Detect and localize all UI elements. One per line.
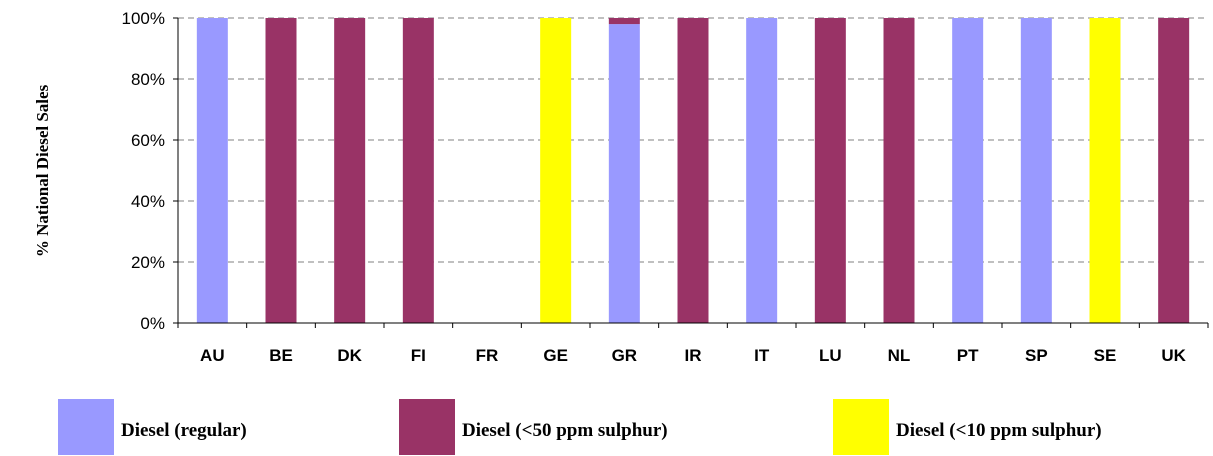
- bar-segment: [677, 18, 709, 323]
- x-category-label: FI: [411, 346, 426, 365]
- x-category-label: SP: [1025, 346, 1048, 365]
- bar-segment: [402, 18, 434, 323]
- x-category-label: FR: [476, 346, 499, 365]
- bar-segment: [1158, 18, 1190, 323]
- legend-label: Diesel (regular): [121, 420, 247, 441]
- y-tick-label: 40%: [131, 192, 165, 211]
- legend-label: Diesel (<10 ppm sulphur): [896, 420, 1102, 441]
- y-tick-label: 80%: [131, 70, 165, 89]
- x-category-label: BE: [269, 346, 293, 365]
- legend: Diesel (regular) Diesel (<50 ppm sulphur)…: [58, 399, 1102, 455]
- bar-segment: [196, 18, 228, 323]
- y-tick-labels: 0% 20% 40% 60% 80% 100%: [122, 9, 165, 333]
- bar-segment: [814, 18, 846, 323]
- x-category-label: AU: [200, 346, 225, 365]
- legend-swatch: [399, 399, 455, 455]
- y-tick-label: 20%: [131, 253, 165, 272]
- x-category-label: GE: [543, 346, 568, 365]
- x-category-label: IT: [754, 346, 770, 365]
- axes: [173, 17, 1209, 328]
- bar-segment: [608, 18, 640, 25]
- legend-label: Diesel (<50 ppm sulphur): [462, 420, 668, 441]
- x-category-label: DK: [337, 346, 362, 365]
- x-category-label: UK: [1161, 346, 1186, 365]
- bars: [196, 18, 1190, 323]
- bar-segment: [746, 18, 778, 323]
- x-category-label: LU: [819, 346, 842, 365]
- x-category-label: SE: [1094, 346, 1117, 365]
- x-category-label: GR: [612, 346, 638, 365]
- bar-segment: [265, 18, 297, 323]
- bar-segment: [1020, 18, 1052, 323]
- x-category-label: NL: [888, 346, 911, 365]
- y-tick-label: 60%: [131, 131, 165, 150]
- x-category-labels: AU BE DK FI FR GE GR IR IT LU NL PT SP SE UK: [200, 346, 1187, 365]
- x-category-label: PT: [957, 346, 979, 365]
- legend-swatch: [58, 399, 114, 455]
- y-axis-label: % National Diesel Sales: [33, 84, 52, 257]
- bar-segment: [952, 18, 984, 323]
- bar-segment: [883, 18, 915, 323]
- legend-swatch: [833, 399, 889, 455]
- bar-segment: [608, 24, 640, 323]
- bar-segment: [1089, 18, 1121, 323]
- x-category-label: IR: [685, 346, 702, 365]
- y-tick-label: 0%: [140, 314, 165, 333]
- y-tick-label: 100%: [122, 9, 165, 28]
- bar-segment: [540, 18, 572, 323]
- bar-segment: [334, 18, 366, 323]
